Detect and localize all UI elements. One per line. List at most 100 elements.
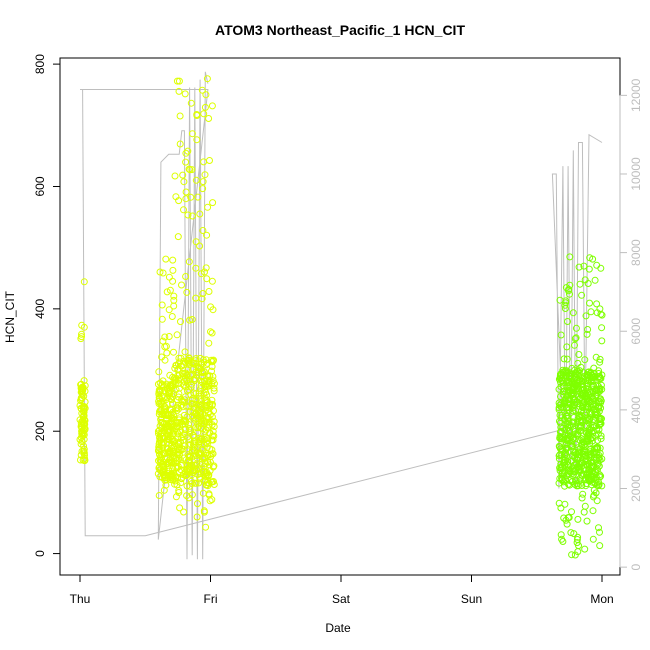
data-point xyxy=(156,388,164,396)
data-point xyxy=(572,460,580,468)
data-point xyxy=(199,290,207,297)
data-point xyxy=(597,472,605,480)
data-point xyxy=(173,423,181,431)
data-point xyxy=(563,452,570,460)
data-point xyxy=(559,435,567,443)
data-point xyxy=(584,385,592,393)
data-point xyxy=(197,396,204,404)
data-point xyxy=(159,337,167,345)
data-point xyxy=(77,397,85,405)
data-point xyxy=(571,335,579,343)
data-point xyxy=(192,466,200,474)
data-point xyxy=(597,310,605,318)
data-point xyxy=(194,500,201,508)
data-point xyxy=(584,371,592,379)
data-point xyxy=(189,445,197,453)
data-point xyxy=(592,473,600,481)
data-point xyxy=(185,258,193,266)
data-point xyxy=(194,407,202,415)
data-point xyxy=(156,456,164,464)
data-point xyxy=(561,459,569,466)
data-point xyxy=(77,451,85,459)
y2-tick-label: 12000 xyxy=(629,78,643,112)
data-point xyxy=(579,401,587,409)
data-point xyxy=(168,415,176,422)
data-point xyxy=(77,456,84,464)
data-point xyxy=(592,353,600,361)
data-point xyxy=(180,508,188,516)
data-point xyxy=(195,422,203,430)
y2-tick-label: 4000 xyxy=(629,396,643,423)
data-point xyxy=(208,277,216,285)
data-point xyxy=(181,90,189,98)
data-points-layer xyxy=(76,75,606,559)
data-point xyxy=(80,406,88,414)
data-point xyxy=(170,348,177,356)
data-point xyxy=(192,176,200,184)
data-point xyxy=(575,542,582,550)
data-point xyxy=(177,479,185,487)
data-point xyxy=(576,424,584,432)
data-point xyxy=(185,436,193,444)
data-point xyxy=(565,418,573,426)
data-point xyxy=(201,385,209,393)
x-tick-label: Sun xyxy=(461,592,482,606)
data-point xyxy=(202,418,210,426)
data-point xyxy=(210,478,217,485)
data-point xyxy=(557,370,564,378)
data-point xyxy=(208,402,216,409)
data-point xyxy=(195,389,203,397)
data-point xyxy=(174,440,182,448)
data-point xyxy=(597,432,605,440)
data-point xyxy=(594,389,602,397)
data-point xyxy=(580,438,587,446)
data-point xyxy=(596,373,604,381)
data-point xyxy=(202,361,210,369)
data-point xyxy=(557,393,564,400)
data-point xyxy=(161,333,169,341)
data-point xyxy=(578,494,586,502)
data-point xyxy=(174,366,182,374)
data-point xyxy=(595,524,602,532)
data-point xyxy=(188,400,196,408)
data-point xyxy=(192,238,200,246)
data-point xyxy=(162,411,170,419)
data-point xyxy=(596,375,604,383)
data-point xyxy=(572,448,580,456)
data-point xyxy=(175,77,183,85)
data-point xyxy=(581,502,589,510)
data-point xyxy=(202,439,210,447)
data-point xyxy=(202,264,210,272)
data-point xyxy=(179,445,187,453)
data-point xyxy=(209,427,217,435)
chart-title: ATOM3 Northeast_Pacific_1 HCN_CIT xyxy=(215,22,465,38)
data-point xyxy=(179,171,187,179)
data-point xyxy=(173,404,181,412)
data-point xyxy=(169,256,177,264)
data-point xyxy=(188,316,196,323)
data-point xyxy=(559,366,567,374)
data-point xyxy=(579,404,587,412)
data-point xyxy=(189,212,196,220)
y-tick-label: 200 xyxy=(33,421,47,441)
data-point xyxy=(564,514,572,522)
data-point xyxy=(561,461,569,469)
data-point xyxy=(184,461,192,469)
data-point xyxy=(565,470,573,478)
data-point xyxy=(598,311,606,319)
data-point xyxy=(164,431,172,439)
data-point xyxy=(155,440,163,448)
plot-border xyxy=(59,57,621,576)
data-point xyxy=(575,351,583,358)
data-point xyxy=(589,535,597,543)
data-point xyxy=(560,355,568,363)
data-point xyxy=(189,395,197,403)
data-point xyxy=(595,454,603,462)
data-point xyxy=(159,269,167,277)
data-point xyxy=(563,343,571,351)
data-point xyxy=(165,333,173,340)
data-point xyxy=(161,472,168,480)
data-point xyxy=(189,408,197,416)
data-point xyxy=(201,428,209,436)
